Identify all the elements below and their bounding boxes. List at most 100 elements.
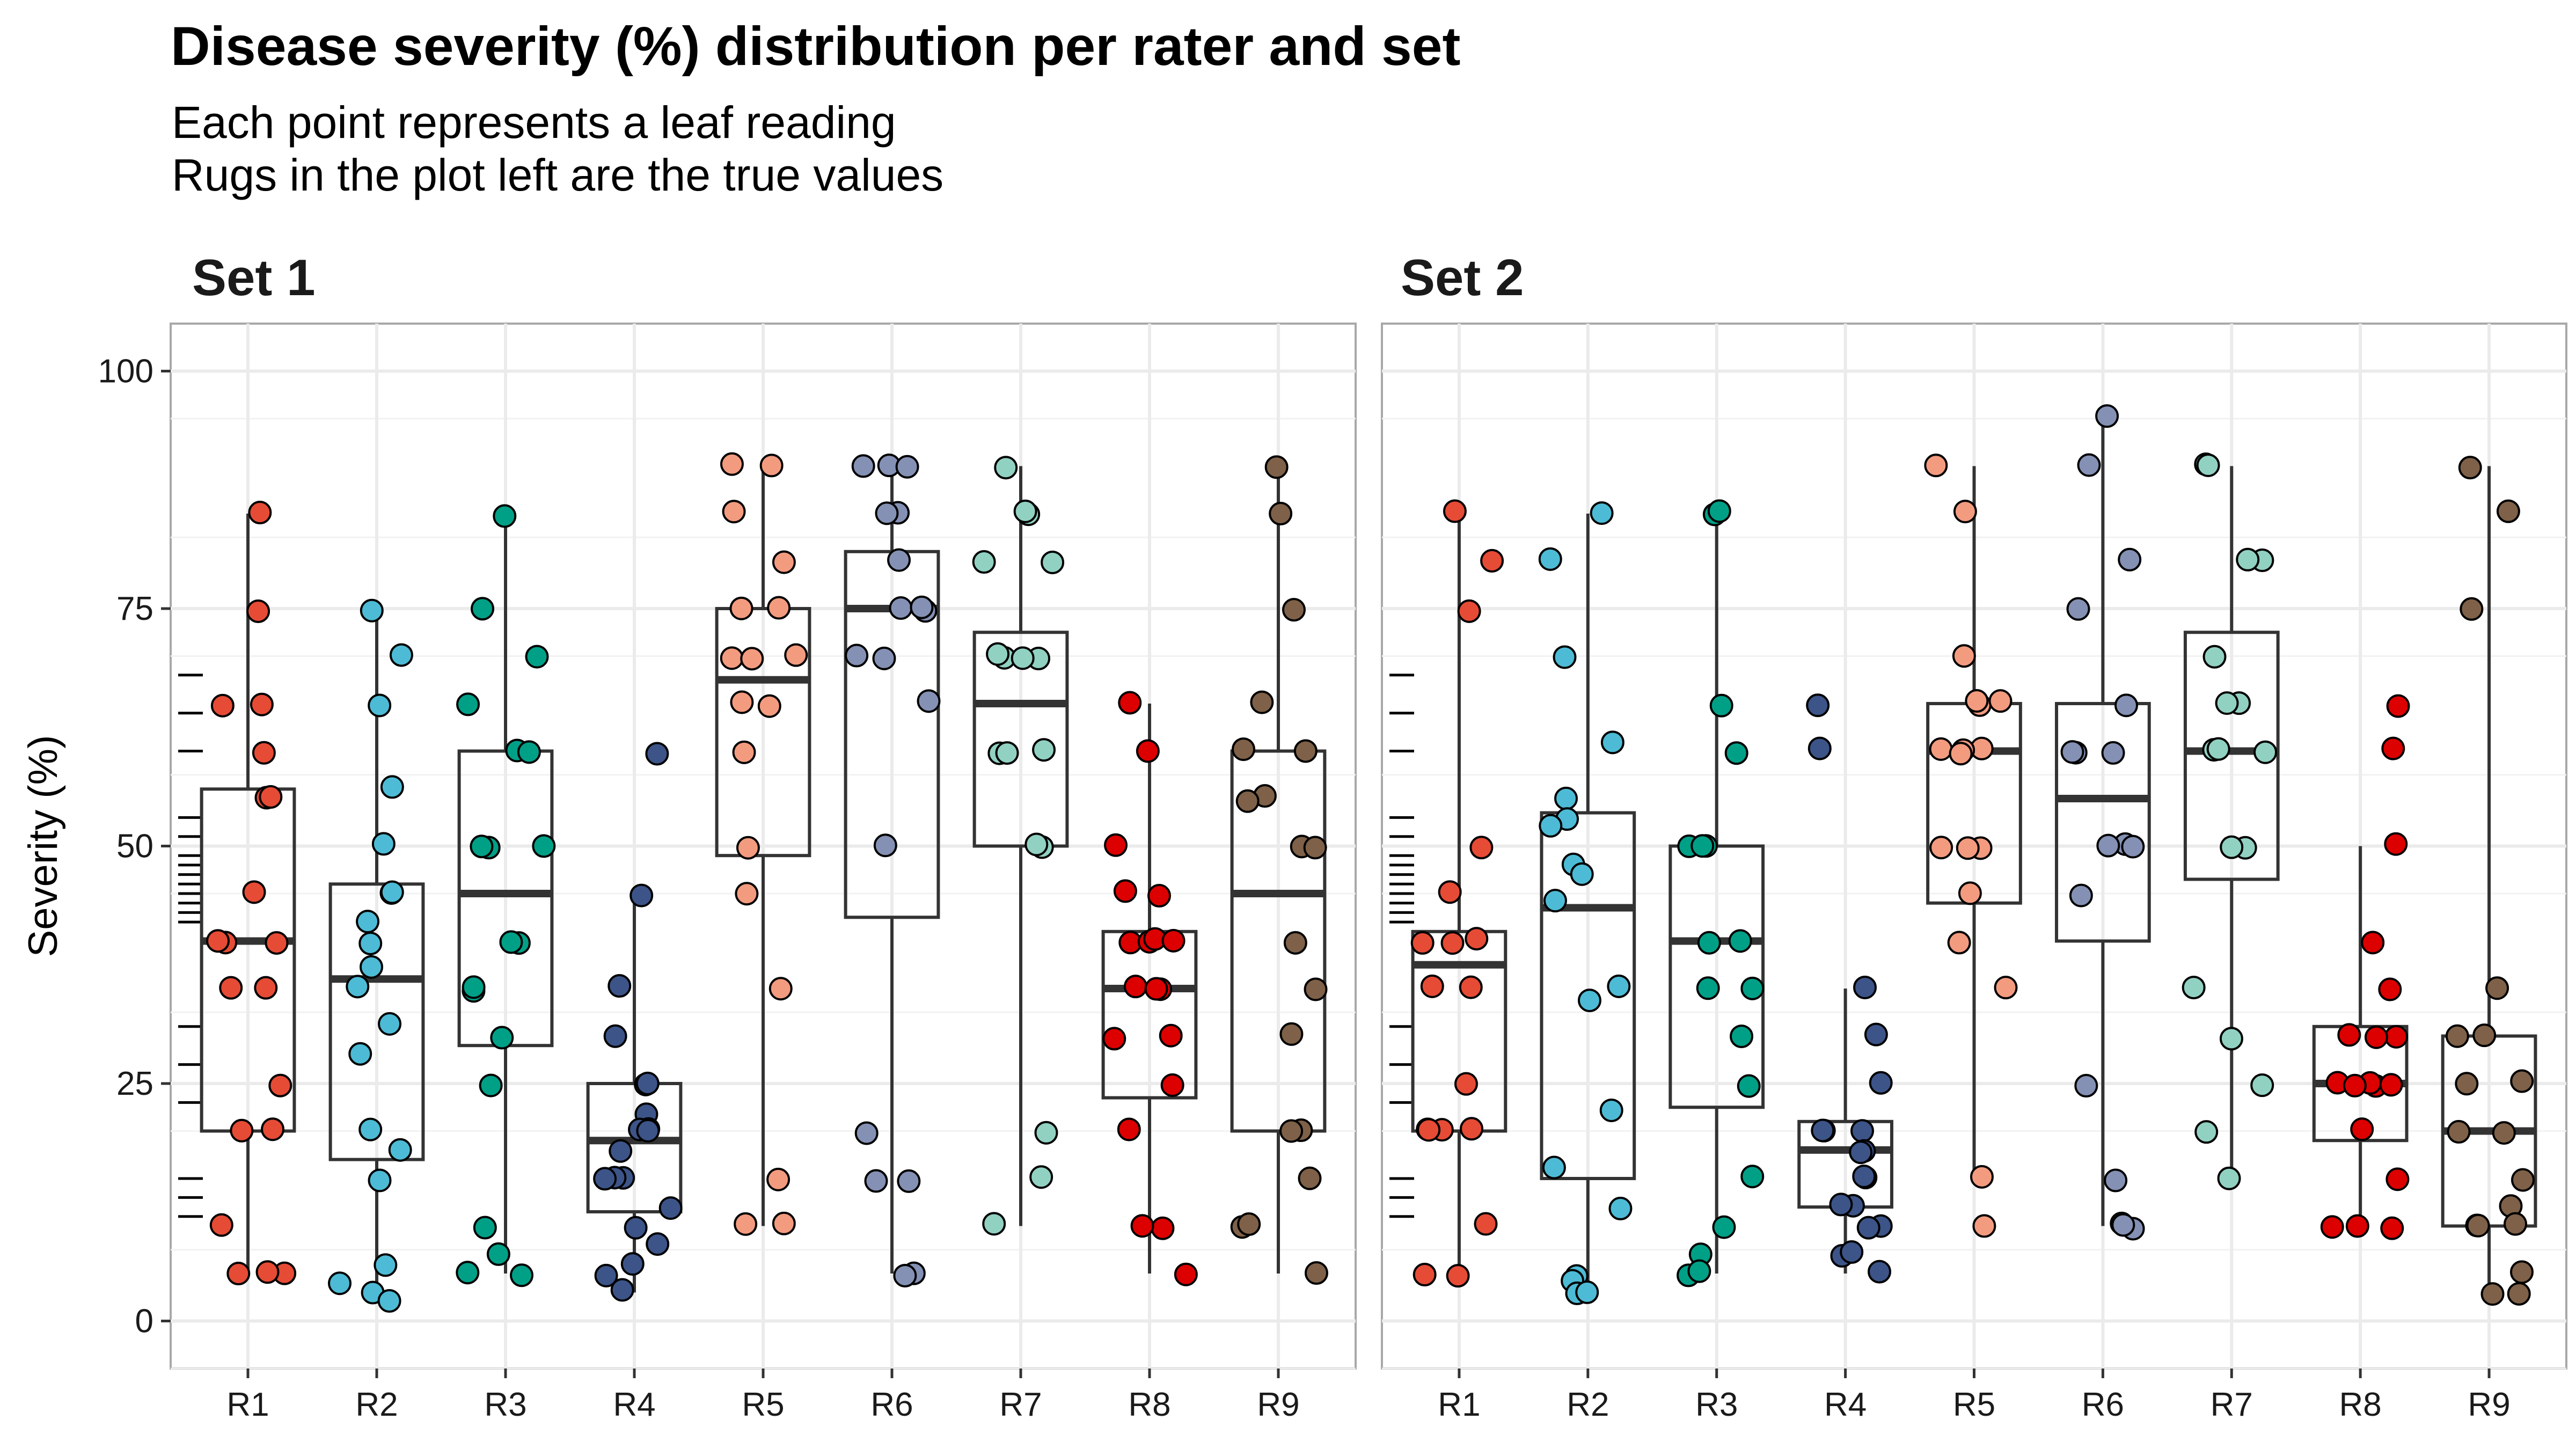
data-point-R8	[1174, 1262, 1198, 1286]
data-point-R6	[854, 1121, 879, 1145]
data-point-R8	[2345, 1214, 2369, 1238]
data-point-R3	[510, 1263, 534, 1287]
data-point-R7	[2206, 737, 2230, 761]
chart-title: Disease severity (%) distribution per ra…	[171, 16, 1461, 77]
data-point-R1	[255, 1260, 280, 1284]
data-point-R2	[1600, 730, 1624, 755]
data-point-R6	[2114, 693, 2139, 718]
data-point-R5	[1994, 976, 2018, 1000]
data-point-R3	[1724, 741, 1748, 765]
data-point-R2	[1575, 1280, 1599, 1304]
data-point-R8	[1136, 739, 1160, 763]
data-point-R8	[1147, 884, 1172, 908]
data-point-R6	[2121, 835, 2145, 859]
data-point-R7	[2194, 1120, 2219, 1144]
data-point-R7	[2253, 740, 2278, 764]
data-point-R8	[1161, 928, 1185, 953]
data-point-R6	[887, 548, 911, 572]
data-point-R8	[1113, 879, 1137, 903]
data-point-R2	[377, 1289, 401, 1313]
data-point-R5	[757, 694, 781, 718]
data-point-R9	[2455, 1072, 2479, 1096]
data-point-R7	[2202, 645, 2227, 669]
data-point-R8	[2381, 736, 2405, 760]
data-point-R4	[1864, 1022, 1888, 1046]
data-point-R4	[624, 1216, 648, 1240]
data-point-R9	[1283, 931, 1307, 955]
data-point-R9	[1304, 1261, 1328, 1285]
data-point-R4	[1806, 693, 1830, 718]
data-point-R4	[1807, 736, 1832, 760]
x-tick-label: R7	[2211, 1386, 2253, 1423]
data-point-R4	[636, 1118, 660, 1143]
data-point-R2	[1553, 645, 1577, 669]
data-point-R1	[1480, 548, 1504, 573]
data-point-R1	[1460, 1117, 1484, 1141]
data-point-R1	[230, 1118, 254, 1143]
data-point-R8	[2343, 1073, 2367, 1097]
data-point-R6	[2077, 453, 2101, 477]
data-point-R7	[2217, 1166, 2241, 1190]
data-point-R2	[1608, 1196, 1633, 1220]
data-point-R5	[730, 690, 754, 714]
data-point-R2	[378, 1012, 402, 1036]
data-point-R4	[1849, 1140, 1873, 1165]
data-point-R5	[772, 550, 796, 574]
data-point-R1	[261, 1117, 285, 1141]
data-point-R7	[982, 1212, 1006, 1236]
data-point-R8	[2380, 1216, 2404, 1240]
data-point-R5	[772, 1211, 796, 1235]
y-tick-label: 100	[98, 353, 153, 390]
data-point-R9	[1232, 737, 1256, 762]
data-point-R4	[645, 742, 669, 766]
data-point-R3	[456, 1261, 480, 1285]
x-tick-label: R2	[1567, 1386, 1609, 1423]
data-point-R9	[1237, 1212, 1261, 1236]
data-point-R7	[2182, 976, 2206, 1000]
x-tick-label: R1	[226, 1386, 269, 1423]
data-point-R5	[1988, 689, 2012, 713]
data-point-R4	[1811, 1118, 1835, 1143]
data-point-R7	[2219, 1027, 2243, 1051]
data-point-R9	[2510, 1069, 2534, 1093]
data-point-R4	[1853, 975, 1877, 999]
data-point-R3	[473, 1216, 497, 1240]
data-point-R6	[2095, 404, 2119, 428]
data-point-R2	[348, 1042, 372, 1066]
data-point-R8	[1117, 1117, 1141, 1141]
data-point-R1	[268, 1073, 292, 1097]
y-tick-label: 75	[116, 590, 153, 627]
data-point-R2	[358, 1117, 383, 1141]
data-point-R4	[593, 1167, 617, 1191]
box-body	[2183, 631, 2280, 881]
data-point-R7	[1041, 550, 1065, 574]
data-point-R7	[972, 550, 996, 574]
data-point-R5	[1952, 644, 1976, 668]
data-point-R6	[851, 454, 875, 478]
data-point-R4	[1868, 1260, 1892, 1284]
data-point-R6	[864, 1169, 888, 1193]
data-point-R5	[1949, 742, 1973, 766]
box-R1	[1411, 514, 1507, 1274]
data-point-R3	[1737, 1074, 1761, 1098]
data-point-R3	[471, 597, 495, 621]
data-point-R2	[359, 955, 383, 979]
data-point-R2	[389, 643, 413, 667]
data-point-R3	[1697, 931, 1721, 955]
data-point-R1	[219, 976, 243, 1000]
data-point-R9	[2472, 1023, 2497, 1048]
data-point-R6	[845, 643, 869, 668]
data-point-R6	[872, 646, 896, 670]
data-point-R2	[371, 832, 396, 856]
data-point-R1	[1469, 836, 1494, 860]
data-point-R6	[889, 596, 913, 620]
data-point-R9	[1298, 1166, 1322, 1190]
data-point-R5	[734, 1212, 758, 1236]
data-point-R6	[875, 501, 899, 525]
data-point-R3	[525, 645, 549, 669]
data-point-R4	[608, 974, 632, 998]
data-point-R3	[456, 692, 480, 716]
data-point-R4	[610, 1278, 634, 1302]
data-point-R9	[2507, 1282, 2531, 1306]
data-point-R9	[2504, 1212, 2528, 1236]
